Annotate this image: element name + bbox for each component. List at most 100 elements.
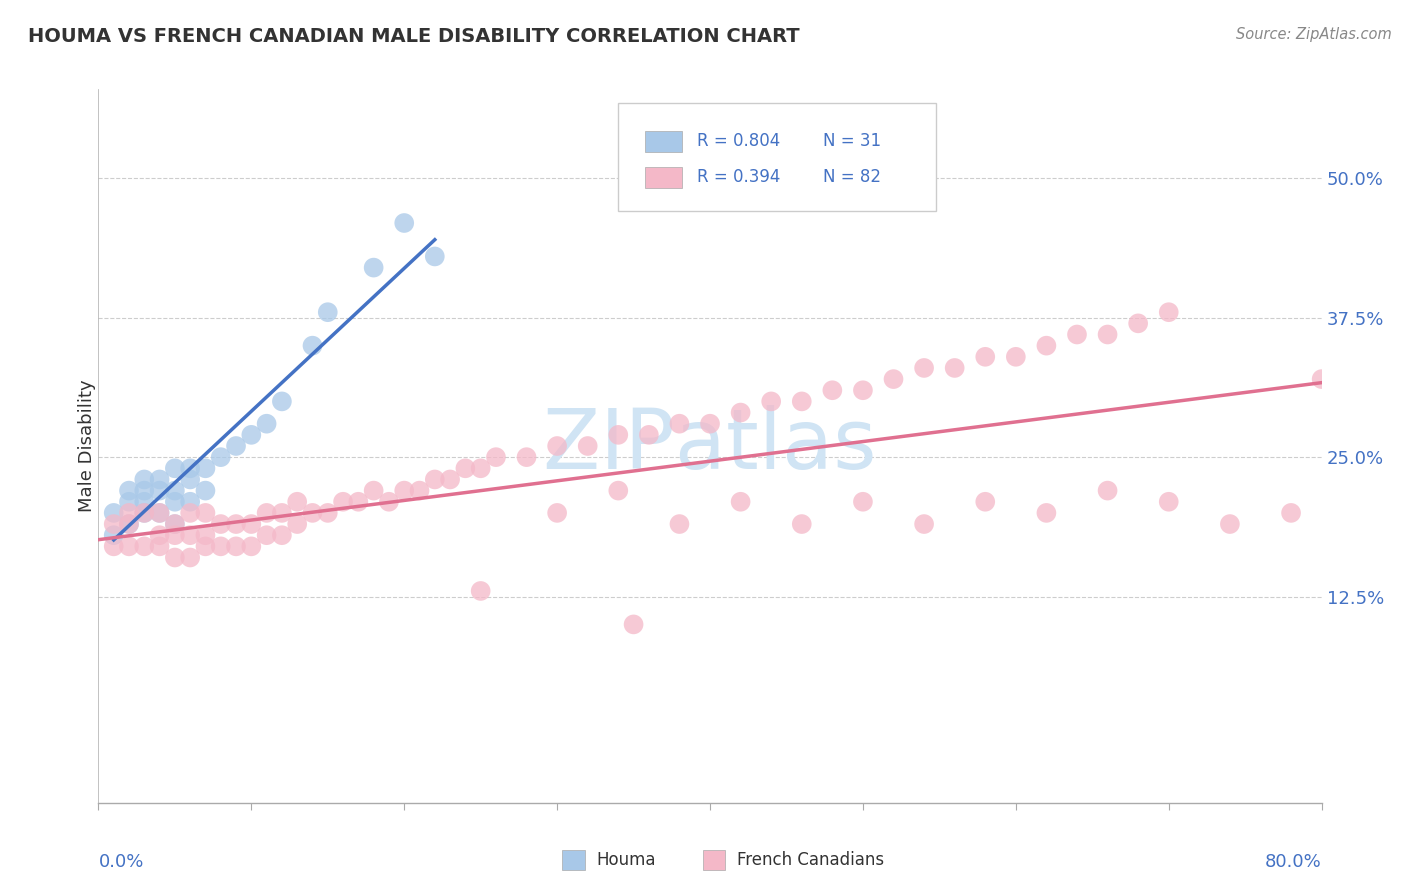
Text: R = 0.804: R = 0.804 <box>696 132 780 150</box>
FancyBboxPatch shape <box>645 130 682 152</box>
Point <box>118 494 141 508</box>
Point <box>454 461 477 475</box>
Y-axis label: Male Disability: Male Disability <box>79 380 96 512</box>
Point <box>378 494 401 508</box>
Point <box>118 516 141 531</box>
Point <box>149 506 172 520</box>
Point <box>912 516 935 531</box>
Point <box>546 439 568 453</box>
Point <box>637 427 661 442</box>
Point <box>576 439 599 453</box>
Point <box>163 550 186 565</box>
Point <box>103 539 125 553</box>
Point <box>103 506 125 520</box>
Point <box>316 305 339 319</box>
Point <box>285 516 308 531</box>
Point <box>163 528 186 542</box>
Point <box>256 417 278 431</box>
Point <box>301 338 323 352</box>
Point <box>270 394 292 409</box>
Point <box>225 539 247 553</box>
Point <box>209 539 232 553</box>
Point <box>392 216 416 230</box>
Point <box>1128 316 1150 330</box>
Point <box>163 494 186 508</box>
Text: R = 0.394: R = 0.394 <box>696 169 780 186</box>
Point <box>332 494 354 508</box>
Point <box>485 450 508 464</box>
Point <box>240 539 263 553</box>
Point <box>118 516 141 531</box>
Point <box>149 528 172 542</box>
Point <box>163 461 186 475</box>
Point <box>179 461 201 475</box>
Point <box>179 472 201 486</box>
Point <box>179 528 201 542</box>
Point <box>1097 327 1119 342</box>
Point <box>270 506 292 520</box>
Point <box>607 427 630 442</box>
Point <box>194 528 217 542</box>
Point <box>546 506 568 520</box>
Point <box>363 483 385 498</box>
Point <box>194 506 217 520</box>
Point <box>470 583 492 598</box>
Point <box>118 506 141 520</box>
Point <box>423 472 446 486</box>
Point <box>883 372 905 386</box>
Point <box>134 506 156 520</box>
Point <box>1157 494 1180 508</box>
Point <box>470 461 492 475</box>
Point <box>1097 483 1119 498</box>
Point <box>134 506 156 520</box>
Point <box>668 417 690 431</box>
Point <box>256 506 278 520</box>
Point <box>730 405 752 419</box>
Point <box>790 516 813 531</box>
Point <box>225 516 247 531</box>
Text: ZIP​atlas: ZIP​atlas <box>543 406 877 486</box>
Point <box>194 461 217 475</box>
Point <box>1035 338 1057 352</box>
Point <box>1219 516 1241 531</box>
Point <box>134 494 156 508</box>
Point <box>134 483 156 498</box>
Point <box>163 516 186 531</box>
Text: 80.0%: 80.0% <box>1265 853 1322 871</box>
Point <box>179 494 201 508</box>
Point <box>730 494 752 508</box>
Point <box>149 472 172 486</box>
Point <box>149 483 172 498</box>
Point <box>408 483 430 498</box>
Point <box>163 483 186 498</box>
Point <box>256 528 278 542</box>
Point <box>1157 305 1180 319</box>
Point <box>1004 350 1026 364</box>
Text: 0.0%: 0.0% <box>98 853 143 871</box>
Point <box>699 417 721 431</box>
Point <box>363 260 385 275</box>
Point <box>974 494 997 508</box>
Point <box>240 427 263 442</box>
Point <box>194 539 217 553</box>
Point <box>1310 372 1333 386</box>
Point <box>118 483 141 498</box>
Point <box>423 249 446 263</box>
Point <box>163 516 186 531</box>
Point <box>1066 327 1088 342</box>
Point <box>623 617 645 632</box>
Point <box>285 494 308 508</box>
Point <box>118 539 141 553</box>
Point <box>943 360 966 375</box>
Point <box>134 472 156 486</box>
Point <box>194 483 217 498</box>
Point <box>316 506 339 520</box>
Point <box>103 516 125 531</box>
Point <box>852 383 875 397</box>
Point <box>347 494 370 508</box>
FancyBboxPatch shape <box>619 103 936 211</box>
Point <box>179 550 201 565</box>
Point <box>270 528 292 542</box>
Point <box>209 516 232 531</box>
Point <box>852 494 875 508</box>
